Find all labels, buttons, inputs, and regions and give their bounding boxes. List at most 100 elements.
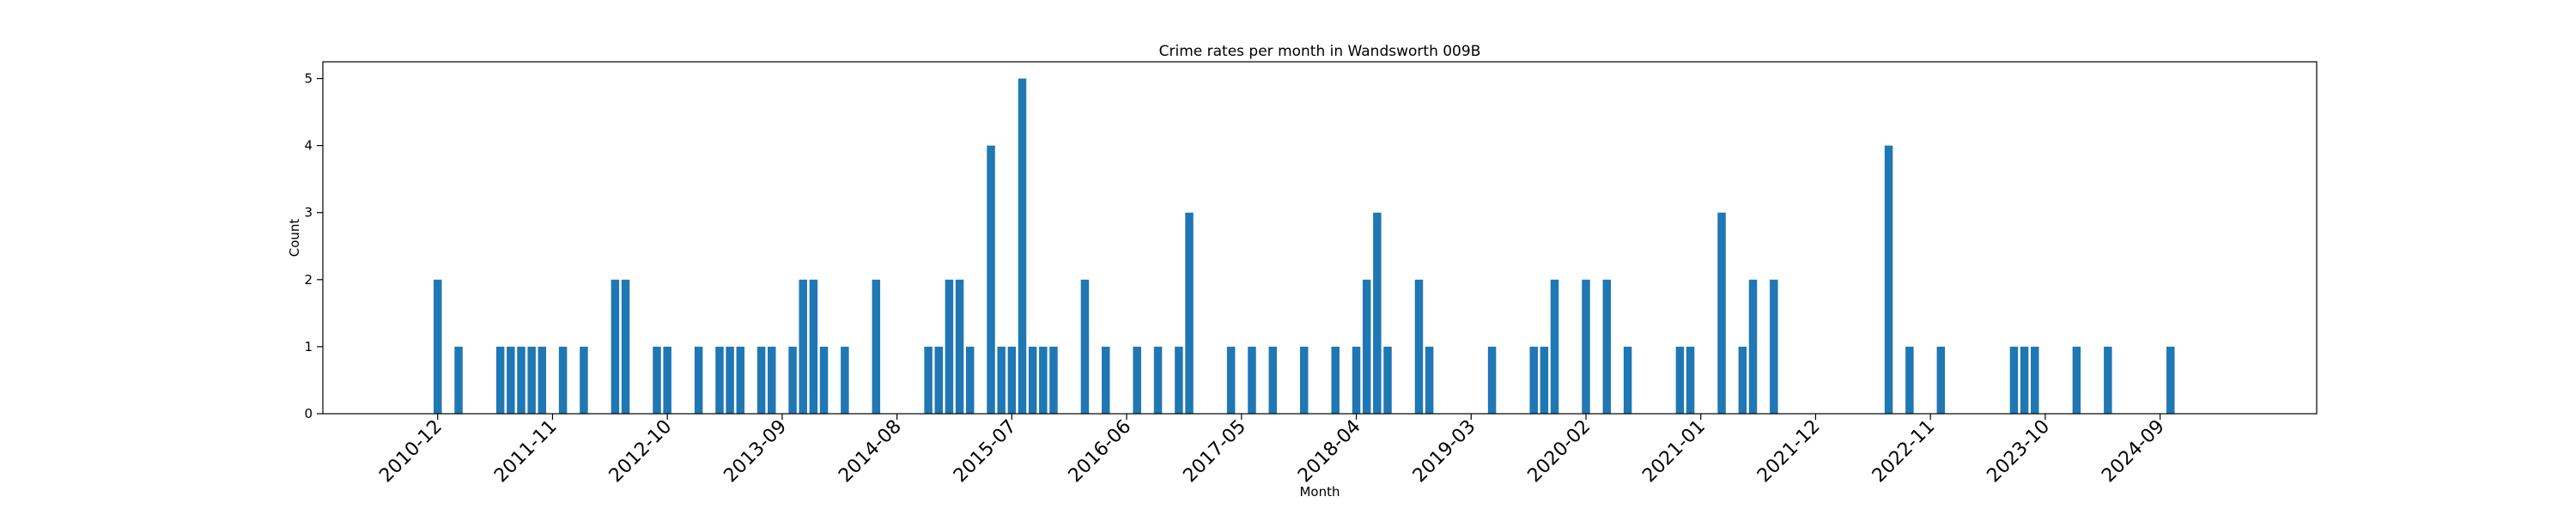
bar [1540, 346, 1549, 414]
bar [809, 279, 818, 414]
bar [1905, 346, 1914, 414]
bar [663, 346, 671, 414]
bar [1352, 346, 1361, 414]
x-tick-label: 2019-03 [1409, 416, 1480, 488]
bar [580, 346, 588, 414]
bar [1080, 279, 1090, 414]
bar [1748, 279, 1758, 414]
bar [2020, 346, 2029, 414]
bar [558, 346, 568, 414]
bar [788, 346, 797, 414]
bar [621, 279, 630, 414]
bar [799, 279, 807, 414]
bar [945, 279, 954, 414]
bar [1884, 145, 1893, 414]
bar [611, 279, 620, 414]
x-tick-label: 2024-09 [2098, 416, 2169, 488]
bar [1268, 346, 1278, 414]
x-tick-label: 2011-11 [490, 416, 562, 488]
bar [1007, 346, 1017, 414]
bar [694, 346, 703, 414]
bar [1936, 346, 1946, 414]
bar [1102, 346, 1110, 414]
chart-title: Crime rates per month in Wandsworth 009B [1159, 43, 1481, 60]
bar [1331, 346, 1340, 414]
bar [454, 346, 463, 414]
bar [538, 346, 547, 414]
y-tick-label: 2 [304, 272, 313, 288]
bar [966, 346, 975, 414]
bar [2009, 346, 2019, 414]
bar [1185, 212, 1194, 414]
bar [1602, 279, 1612, 414]
bar [736, 346, 745, 414]
bar [756, 346, 766, 414]
bar [1362, 279, 1371, 414]
bar [1675, 346, 1685, 414]
bar [1373, 212, 1382, 414]
bar [987, 145, 995, 414]
bar [1770, 279, 1778, 414]
bar [2104, 346, 2112, 414]
x-tick-label: 2015-07 [950, 416, 1021, 488]
bar [1133, 346, 1141, 414]
bar [819, 346, 829, 414]
bar [924, 346, 933, 414]
y-axis: 0 1 2 3 4 5 [304, 71, 323, 421]
bar [1717, 212, 1726, 414]
y-tick-label: 5 [304, 71, 313, 87]
bar [653, 346, 661, 414]
bar [934, 346, 944, 414]
bar [1300, 346, 1309, 414]
bar [1018, 78, 1027, 415]
x-axis-title: Month [1299, 484, 1340, 500]
bar [495, 346, 505, 414]
bar [1425, 346, 1434, 414]
bar [715, 346, 724, 414]
bar [1550, 279, 1559, 414]
bar [433, 279, 442, 414]
y-tick-label: 1 [304, 339, 313, 354]
x-tick-label: 2014-08 [835, 416, 906, 488]
bar [1686, 346, 1695, 414]
x-tick-label: 2020-02 [1524, 416, 1595, 488]
bar [1738, 346, 1747, 414]
x-tick-label: 2010-12 [375, 416, 447, 488]
x-tick-label: 2022-11 [1868, 416, 1940, 488]
bar [1414, 279, 1424, 414]
y-tick-label: 4 [304, 138, 313, 154]
bar [2166, 346, 2175, 414]
bar [1226, 346, 1236, 414]
bar [1248, 346, 1256, 414]
bar [1487, 346, 1497, 414]
x-tick-label: 2013-09 [720, 416, 791, 488]
bar [841, 346, 849, 414]
bar [1383, 346, 1392, 414]
bar [1039, 346, 1048, 414]
bar [527, 346, 536, 414]
bar [2031, 346, 2039, 414]
bar [1529, 346, 1538, 414]
bar [997, 346, 1005, 414]
y-axis-title: Count [287, 219, 302, 258]
bar [517, 346, 526, 414]
bar [872, 279, 881, 414]
bar [1049, 346, 1058, 414]
bar [507, 346, 515, 414]
x-tick-label: 2018-04 [1294, 416, 1365, 488]
x-tick-label: 2021-12 [1753, 416, 1825, 488]
x-tick-label: 2023-10 [1983, 416, 2054, 488]
x-axis: 2010-12 2011-11 2012-10 2013-09 2014-08 2015-… [375, 414, 2169, 487]
bar [2072, 346, 2081, 414]
bars [433, 78, 2175, 415]
x-tick-label: 2012-10 [605, 416, 677, 488]
bar [768, 346, 776, 414]
y-tick-label: 0 [304, 406, 313, 421]
bar [1028, 346, 1037, 414]
x-tick-label: 2017-05 [1179, 416, 1250, 488]
bar [1623, 346, 1632, 414]
bar [726, 346, 734, 414]
y-tick-label: 3 [304, 205, 313, 221]
bar [1175, 346, 1183, 414]
